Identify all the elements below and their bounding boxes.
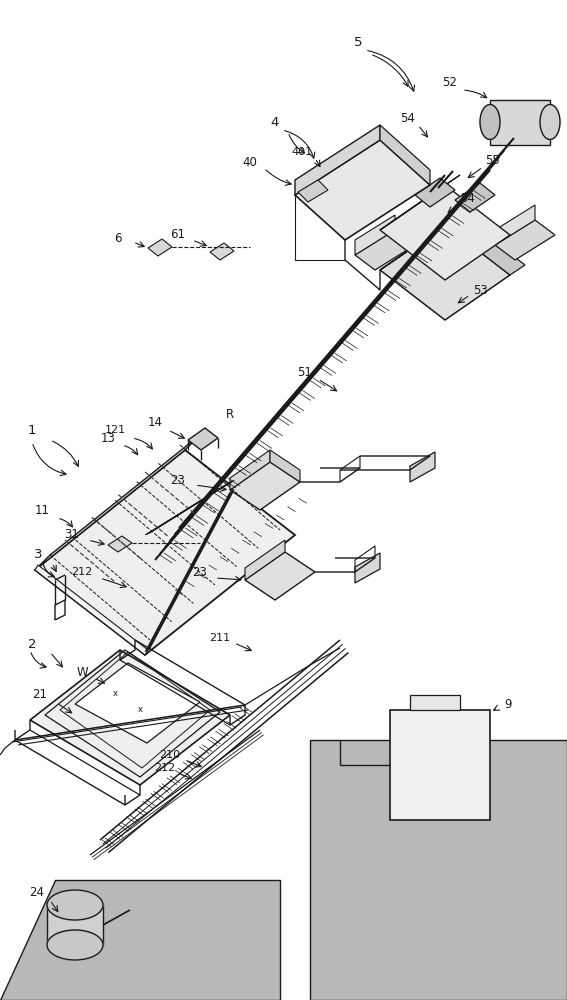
- Text: 53: 53: [473, 284, 488, 296]
- Polygon shape: [455, 183, 495, 212]
- Text: 24: 24: [29, 886, 44, 900]
- Polygon shape: [380, 215, 460, 270]
- Polygon shape: [410, 452, 435, 482]
- Text: 13: 13: [100, 432, 116, 444]
- Text: 3: 3: [34, 548, 43, 562]
- Polygon shape: [495, 220, 555, 260]
- Text: 6: 6: [114, 232, 122, 244]
- Polygon shape: [380, 125, 430, 185]
- Text: 52: 52: [443, 77, 458, 90]
- Text: 23: 23: [171, 474, 185, 487]
- Polygon shape: [230, 450, 270, 490]
- Polygon shape: [490, 100, 550, 145]
- Ellipse shape: [480, 104, 500, 139]
- Text: 121: 121: [104, 425, 125, 435]
- Text: 212: 212: [154, 763, 176, 773]
- Polygon shape: [295, 140, 430, 240]
- Polygon shape: [495, 205, 535, 245]
- Text: 11: 11: [35, 504, 49, 516]
- Polygon shape: [230, 462, 300, 510]
- Text: 2: 2: [28, 639, 36, 652]
- Polygon shape: [410, 695, 460, 710]
- Polygon shape: [380, 225, 510, 320]
- Polygon shape: [148, 239, 172, 256]
- Text: 210: 210: [159, 750, 180, 760]
- Text: 51: 51: [298, 366, 312, 379]
- Polygon shape: [380, 185, 510, 280]
- Text: 40: 40: [243, 155, 257, 168]
- Text: x: x: [138, 706, 142, 714]
- Text: R: R: [226, 408, 234, 422]
- Polygon shape: [75, 663, 200, 743]
- Text: 54: 54: [460, 192, 476, 205]
- Polygon shape: [270, 450, 300, 482]
- Text: 212: 212: [71, 567, 92, 577]
- Ellipse shape: [47, 930, 103, 960]
- Text: x: x: [112, 688, 117, 698]
- Text: 9: 9: [504, 698, 512, 712]
- Polygon shape: [245, 552, 315, 600]
- Text: W: W: [76, 666, 88, 678]
- Ellipse shape: [540, 104, 560, 139]
- Polygon shape: [415, 178, 455, 207]
- Polygon shape: [210, 243, 234, 260]
- Ellipse shape: [47, 890, 103, 920]
- Text: 14: 14: [147, 416, 163, 430]
- Polygon shape: [445, 215, 525, 275]
- Polygon shape: [380, 175, 460, 230]
- Text: 61: 61: [171, 229, 185, 241]
- Polygon shape: [355, 230, 415, 270]
- Polygon shape: [35, 450, 295, 655]
- Text: 54: 54: [400, 111, 416, 124]
- Text: 4: 4: [271, 116, 279, 129]
- Text: 1: 1: [28, 424, 36, 436]
- Polygon shape: [35, 435, 200, 570]
- Text: 55: 55: [485, 153, 500, 166]
- Polygon shape: [188, 428, 218, 450]
- Polygon shape: [355, 553, 380, 583]
- Polygon shape: [0, 880, 280, 1000]
- Polygon shape: [390, 710, 490, 820]
- Text: 211: 211: [209, 633, 231, 643]
- Polygon shape: [30, 650, 230, 785]
- Polygon shape: [35, 565, 148, 655]
- Polygon shape: [295, 125, 380, 195]
- Polygon shape: [47, 905, 103, 945]
- Polygon shape: [310, 740, 567, 1000]
- Text: 401: 401: [291, 147, 312, 157]
- Text: 21: 21: [32, 688, 48, 702]
- Text: 23: 23: [193, 566, 208, 580]
- Polygon shape: [108, 536, 132, 552]
- Polygon shape: [245, 540, 285, 580]
- Text: 31: 31: [65, 528, 79, 542]
- Polygon shape: [298, 180, 328, 202]
- Text: 5: 5: [354, 36, 362, 49]
- Polygon shape: [355, 215, 395, 255]
